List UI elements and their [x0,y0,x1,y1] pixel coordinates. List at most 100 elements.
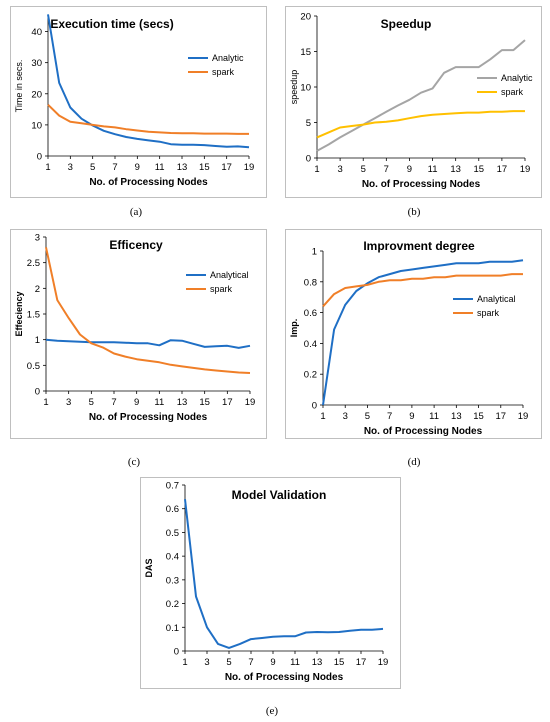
chart-a-x-label: No. of Processing Nodes [89,177,208,188]
y-tick-label: 0 [35,387,40,398]
x-tick-label: 7 [248,657,253,668]
x-tick-label: 7 [112,162,117,173]
x-tick-label: 19 [378,657,389,668]
y-tick-label: 0.2 [304,370,317,381]
legend-label: spark [210,284,233,294]
y-tick-label: 0.1 [166,623,179,634]
x-tick-label: 1 [182,657,187,668]
x-tick-label: 3 [66,397,71,408]
y-tick-label: 2.5 [27,258,40,269]
legend-label: Analytic [501,73,533,83]
x-tick-label: 17 [356,657,367,668]
legend-label: spark [501,87,524,97]
legend-label: spark [212,67,235,77]
chart-a-frame [10,6,267,198]
y-tick-label: 0 [306,154,311,165]
caption-b: (b) [407,206,421,218]
chart-d-x-label: No. of Processing Nodes [364,426,483,437]
y-tick-label: 0.6 [304,308,317,319]
x-tick-label: 9 [135,162,140,173]
x-tick-label: 5 [226,657,231,668]
chart-panel-c: 0 0.5 1 1.5 2 2.5 3 1 3 5 7 9 11 13 15 17 19 Efficency No.… [10,229,267,439]
x-tick-label: 17 [495,411,506,422]
x-tick-label: 9 [134,397,139,408]
x-tick-label: 1 [45,162,50,173]
chart-c-y-label: Effeciency [14,291,24,336]
x-tick-label: 17 [497,164,508,175]
caption-e: (e) [265,705,279,717]
chart-panel-a: 0 10 20 30 40 1 3 5 7 9 11 13 15 17 19 Execution time (… [10,6,267,198]
x-tick-label: 11 [154,397,164,408]
x-tick-label: 3 [343,411,348,422]
y-tick-label: 0.5 [166,528,179,539]
x-tick-label: 15 [473,411,484,422]
x-tick-label: 11 [155,162,165,173]
x-tick-label: 13 [177,162,188,173]
y-tick-label: 30 [31,58,42,69]
x-tick-label: 19 [245,397,256,408]
chart-c-frame [10,229,267,439]
caption-d: (d) [407,456,421,468]
chart-c-x-label: No. of Processing Nodes [89,412,208,423]
x-tick-label: 13 [450,164,461,175]
series-line-spark [45,247,251,374]
series-line-analytic [316,39,526,152]
y-tick-label: 10 [300,83,311,94]
y-tick-label: 20 [31,89,42,100]
y-tick-label: 0.4 [166,552,179,563]
y-tick-label: 0.8 [304,277,317,288]
series-line-analytical [322,259,524,406]
series-line-analytical [45,338,251,349]
chart-panel-e: 0 0.1 0.2 0.3 0.4 0.5 0.6 0.7 1 3 5 7 9 11 13 15 17 19 Mod… [140,477,401,689]
x-tick-label: 11 [429,411,439,422]
x-tick-label: 5 [365,411,370,422]
x-tick-label: 13 [177,397,188,408]
x-tick-label: 19 [244,162,255,173]
legend-label: spark [477,308,500,318]
x-tick-label: 17 [221,162,232,173]
y-tick-label: 1 [312,247,317,258]
chart-e-svg: 00.10.20.30.40.50.60.71 3 5 7 9 11 13 15 17 19Mod… [140,477,401,689]
x-tick-label: 3 [337,164,342,175]
chart-c-svg: 00.511.522.531 3 5 7 9 11 13 15 17 19EfficencyNo.… [10,229,267,439]
x-tick-label: 9 [409,411,414,422]
chart-a-title: Execution time (secs) [50,17,173,31]
chart-d-frame [285,229,542,439]
series-line-spark [322,273,523,308]
y-tick-label: 0 [174,647,179,658]
y-tick-label: 15 [300,47,311,58]
chart-a-y-label: Time in secs. [14,60,24,113]
x-tick-label: 7 [111,397,116,408]
chart-b-y-label: speedup [289,70,299,105]
x-tick-label: 17 [222,397,233,408]
chart-b-title: Speedup [381,17,432,31]
chart-d-title: Improvment degree [363,239,475,253]
y-tick-label: 20 [300,12,311,23]
x-tick-label: 5 [89,397,94,408]
x-tick-label: 15 [199,397,210,408]
series-line-spark [316,110,525,139]
y-tick-label: 0.6 [166,504,179,515]
y-tick-label: 1.5 [27,310,40,321]
y-tick-label: 40 [31,27,42,38]
x-tick-label: 7 [387,411,392,422]
caption-c: (c) [127,456,141,468]
y-tick-label: 5 [306,118,311,129]
chart-d-svg: 00.20.40.60.811 3 5 7 9 11 13 15 17 19Improvment … [285,229,542,439]
y-tick-label: 0 [312,401,317,412]
x-tick-label: 5 [90,162,95,173]
y-tick-label: 0.2 [166,599,179,610]
series-line-analytic [47,14,250,149]
x-tick-label: 9 [270,657,275,668]
legend-label: Analytical [210,270,249,280]
y-tick-label: 0.4 [304,339,317,350]
chart-b-x-label: No. of Processing Nodes [362,179,481,190]
chart-e-frame [140,477,401,689]
x-tick-label: 15 [473,164,484,175]
chart-c-title: Efficency [109,238,163,252]
x-tick-label: 7 [384,164,389,175]
legend-label: Analytical [477,294,516,304]
x-tick-label: 1 [314,164,319,175]
